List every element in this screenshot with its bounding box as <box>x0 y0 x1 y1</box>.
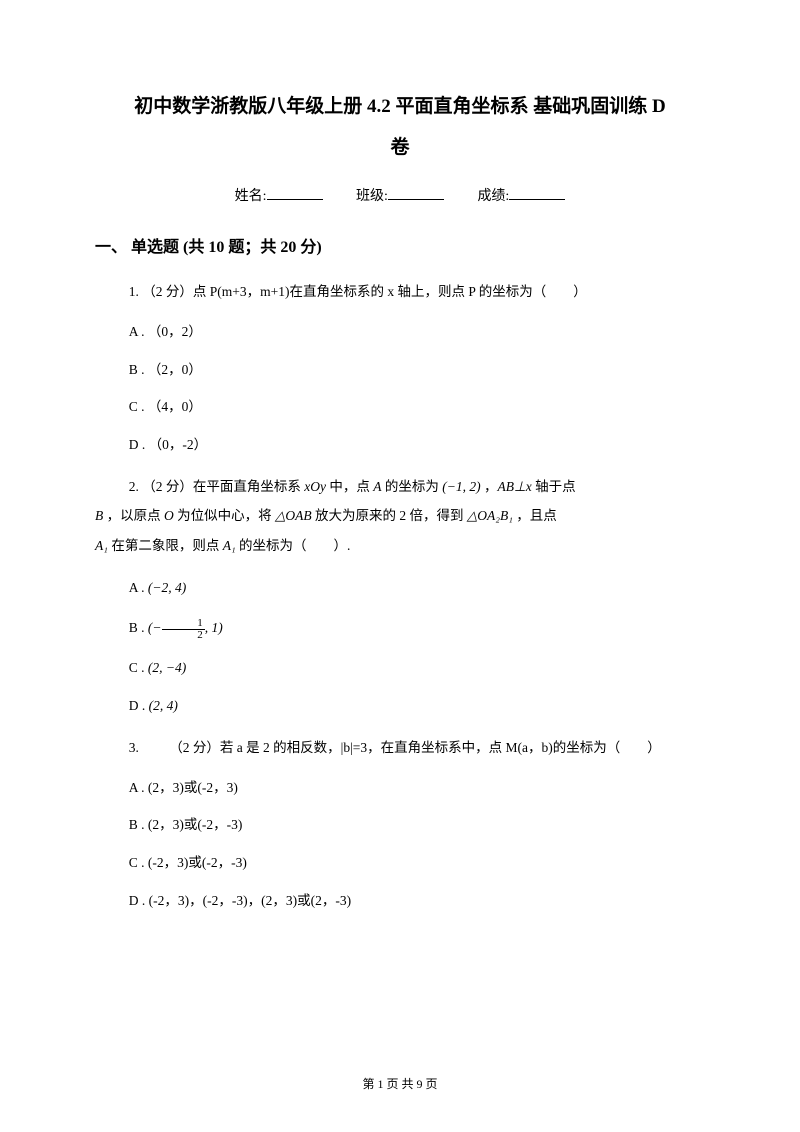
name-blank <box>267 199 323 200</box>
score-label: 成绩: <box>477 189 509 204</box>
q3-options: A . (2，3)或(-2，3) B . (2，3)或(-2，-3) C . (… <box>95 773 705 916</box>
q2-text: 2. （2 分）在平面直角坐标系 xOy 中，点 A 的坐标为 (−1, 2) … <box>95 472 705 561</box>
name-label: 姓名: <box>235 189 267 204</box>
q2-p6: ，以原点 <box>103 508 164 523</box>
q2-optB-l: (− <box>148 620 162 635</box>
q2-OA2B1: △OA₂B₁ <box>467 508 513 523</box>
q1-optC: C . （4，0） <box>95 392 705 422</box>
q2-p11: 的坐标为（ ）. <box>236 538 351 553</box>
q2-optA: A . (−2, 4) <box>95 573 705 603</box>
q2-A1-2: A₁ <box>223 538 236 553</box>
q2-p9: ，且点 <box>513 508 557 523</box>
q3-optA: A . (2，3)或(-2，3) <box>95 773 705 803</box>
info-line: 姓名: 班级: 成绩: <box>95 185 705 205</box>
title-line1: 初中数学浙教版八年级上册 4.2 平面直角坐标系 基础巩固训练 D <box>95 90 705 124</box>
q2-optC-val: (2, −4) <box>148 660 186 675</box>
q2-optC-pre: C . <box>129 660 148 675</box>
title-line2: 卷 <box>95 132 705 159</box>
section-title: 一、 单选题 (共 10 题；共 20 分) <box>95 233 705 257</box>
q2-optD-pre: D . <box>129 698 149 713</box>
q3-text: 3. （2 分）若 a 是 2 的相反数，|b|=3，在直角坐标系中，点 M(a… <box>95 733 705 763</box>
q2-B: B <box>95 508 103 523</box>
q2-p10: 在第二象限，则点 <box>108 538 223 553</box>
q2-xoy: xOy <box>304 479 326 494</box>
q1-text: 1. （2 分）点 P(m+3，m+1)在直角坐标系的 x 轴上，则点 P 的坐… <box>95 277 705 307</box>
q2-ABperp: AB⊥x <box>497 479 531 494</box>
q2-p5: 轴于点 <box>532 479 576 494</box>
q2-optD: D . (2, 4) <box>95 691 705 721</box>
q2-A1-1: A₁ <box>95 538 108 553</box>
q1-optB: B . （2，0） <box>95 355 705 385</box>
score-blank <box>509 199 565 200</box>
q2-optB-pre: B . <box>129 620 148 635</box>
q3-optC: C . (-2，3)或(-2，-3) <box>95 848 705 878</box>
q1-optD: D . （0，-2） <box>95 430 705 460</box>
q2-optB: B . (−12, 1) <box>95 610 705 645</box>
q2-optD-val: (2, 4) <box>149 698 178 713</box>
class-label: 班级: <box>356 189 388 204</box>
q2-optB-r: , 1) <box>205 620 223 635</box>
page-footer: 第 1 页 共 9 页 <box>0 1075 800 1092</box>
q2-p8: 放大为原来的 2 倍，得到 <box>312 508 467 523</box>
q2-OAB: △OAB <box>275 508 312 523</box>
q2-p1: 2. （2 分）在平面直角坐标系 <box>129 479 305 494</box>
q2-coord1: (−1, 2) <box>442 479 480 494</box>
q2-p3: 的坐标为 <box>381 479 442 494</box>
q1-options: A . （0，2） B . （2，0） C . （4，0） D . （0，-2） <box>95 317 705 460</box>
q1-optA: A . （0，2） <box>95 317 705 347</box>
q2-p4: ， <box>481 479 498 494</box>
q2-p7: 为位似中心，将 <box>174 508 275 523</box>
q3-optD: D . (-2，3)，(-2，-3)，(2，3)或(2，-3) <box>95 886 705 916</box>
q2-options: A . (−2, 4) B . (−12, 1) C . (2, −4) D .… <box>95 573 705 721</box>
q3-optB: B . (2，3)或(-2，-3) <box>95 810 705 840</box>
q2-p2: 中，点 <box>326 479 373 494</box>
q2-optB-frac: 12 <box>162 618 205 641</box>
q2-optA-pre: A . <box>129 580 148 595</box>
q2-O: O <box>164 508 174 523</box>
q2-optC: C . (2, −4) <box>95 653 705 683</box>
class-blank <box>388 199 444 200</box>
q2-optA-val: (−2, 4) <box>148 580 186 595</box>
